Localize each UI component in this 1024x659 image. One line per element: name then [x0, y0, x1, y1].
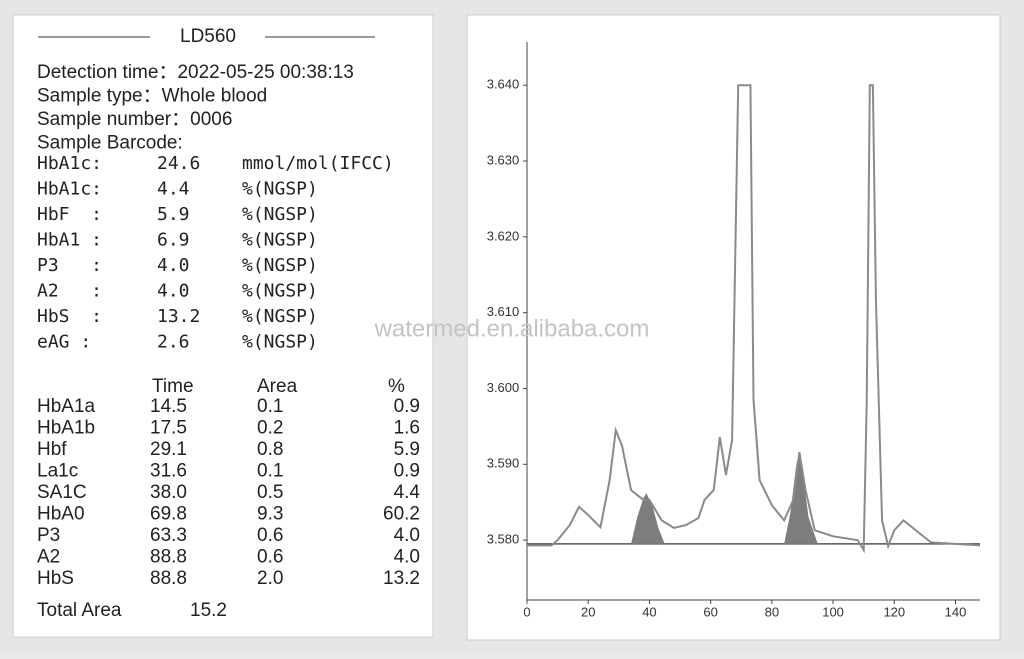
- result-value: 4.0: [157, 281, 190, 302]
- info-line: Sample number：0006: [37, 109, 232, 130]
- table-cell: 0.6: [257, 547, 283, 568]
- x-tick-label: 20: [581, 604, 595, 619]
- result-value: 4.0: [157, 255, 190, 276]
- table-cell: 1.6: [394, 418, 420, 439]
- watermark: watermed.en.alibaba.com: [374, 315, 650, 342]
- result-unit: mmol/mol(IFCC): [242, 153, 394, 174]
- table-cell: 2.0: [257, 568, 283, 589]
- table-cell: 60.2: [383, 504, 420, 525]
- x-tick-label: 140: [945, 604, 967, 619]
- x-tick-label: 0: [523, 604, 530, 619]
- table-cell: 0.5: [257, 482, 283, 503]
- info-line: Detection time：2022-05-25 00:38:13: [37, 62, 354, 83]
- result-value: 4.4: [157, 179, 190, 200]
- result-unit: %(NGSP): [242, 179, 318, 200]
- table-cell: 4.0: [394, 525, 420, 546]
- table-cell: 17.5: [150, 418, 187, 439]
- info-line: Sample type：Whole blood: [37, 86, 267, 107]
- result-label: eAG :: [37, 332, 91, 353]
- result-value: 5.9: [157, 204, 190, 225]
- total-value: 15.2: [190, 600, 227, 621]
- table-cell: 14.5: [150, 396, 187, 417]
- result-value: 2.6: [157, 332, 190, 353]
- result-value: 6.9: [157, 230, 190, 251]
- column-header: Area: [257, 376, 298, 397]
- table-cell: 9.3: [257, 504, 283, 525]
- column-header: Time: [152, 376, 194, 397]
- table-cell: HbA0: [37, 504, 85, 525]
- result-label: HbA1c:: [37, 179, 102, 200]
- y-tick-label: 3.620: [487, 228, 520, 243]
- result-label: HbF :: [37, 204, 102, 225]
- table-cell: 0.2: [257, 418, 283, 439]
- table-cell: 4.4: [394, 482, 421, 503]
- table-cell: 0.9: [394, 396, 420, 417]
- table-cell: 88.8: [150, 568, 187, 589]
- table-cell: SA1C: [37, 482, 87, 503]
- table-cell: 88.8: [150, 547, 187, 568]
- peak-area: [784, 451, 818, 544]
- x-tick-label: 80: [765, 604, 779, 619]
- x-tick-label: 100: [822, 604, 844, 619]
- y-tick-label: 3.640: [487, 77, 520, 92]
- result-label: HbA1c:: [37, 153, 102, 174]
- y-tick-label: 3.610: [487, 304, 520, 319]
- report-title: LD560: [180, 26, 236, 47]
- table-cell: HbA1b: [37, 418, 95, 439]
- total-label: Total Area: [37, 600, 122, 621]
- chromatogram-line: [527, 84, 981, 554]
- result-unit: %(NGSP): [242, 255, 318, 276]
- info-line: Sample Barcode:: [37, 133, 183, 154]
- table-cell: 31.6: [150, 461, 187, 482]
- column-header: %: [388, 376, 405, 397]
- x-tick-label: 40: [642, 604, 656, 619]
- result-unit: %(NGSP): [242, 230, 318, 251]
- table-cell: HbS: [37, 568, 74, 589]
- table-cell: P3: [37, 525, 60, 546]
- y-tick-label: 3.630: [487, 152, 520, 167]
- result-unit: %(NGSP): [242, 306, 318, 327]
- table-cell: 69.8: [150, 504, 187, 525]
- table-cell: 5.9: [394, 439, 420, 460]
- result-unit: %(NGSP): [242, 332, 318, 353]
- y-tick-label: 3.590: [487, 456, 520, 471]
- y-tick-label: 3.580: [487, 532, 520, 547]
- table-cell: La1c: [37, 461, 78, 482]
- result-unit: %(NGSP): [242, 204, 318, 225]
- result-label: HbS :: [37, 306, 102, 327]
- table-cell: A2: [37, 547, 60, 568]
- table-cell: 0.1: [257, 461, 283, 482]
- table-cell: 0.9: [394, 461, 420, 482]
- table-cell: 0.8: [257, 439, 283, 460]
- result-unit: %(NGSP): [242, 281, 318, 302]
- result-label: A2 :: [37, 281, 102, 302]
- report-panel: [12, 14, 434, 638]
- result-value: 13.2: [157, 306, 200, 327]
- x-tick-label: 60: [703, 604, 717, 619]
- table-cell: 63.3: [150, 525, 187, 546]
- table-cell: 4.0: [394, 547, 420, 568]
- peak-area: [631, 493, 665, 544]
- table-cell: HbA1a: [37, 396, 96, 417]
- result-label: P3 :: [37, 255, 102, 276]
- table-cell: Hbf: [37, 439, 67, 460]
- table-cell: 13.2: [383, 568, 420, 589]
- table-cell: 0.6: [257, 525, 283, 546]
- result-value: 24.6: [157, 153, 200, 174]
- table-cell: 29.1: [150, 439, 187, 460]
- table-cell: 38.0: [150, 482, 187, 503]
- y-tick-label: 3.600: [487, 380, 520, 395]
- x-tick-label: 120: [883, 604, 905, 619]
- table-cell: 0.1: [257, 396, 283, 417]
- result-label: HbA1 :: [37, 230, 102, 251]
